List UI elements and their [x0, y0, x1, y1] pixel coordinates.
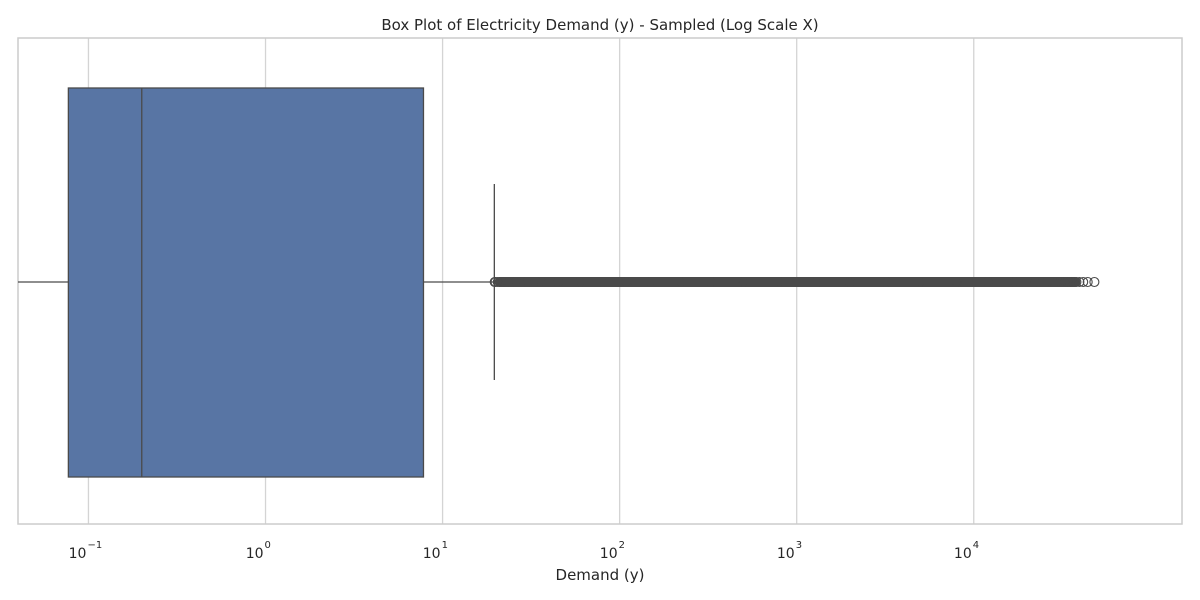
- x-tick-3: 102: [600, 540, 625, 562]
- outlier-point-10: [597, 276, 608, 288]
- outlier-point-20: [915, 276, 926, 288]
- x-tick-base-3: 10: [600, 546, 618, 562]
- x-tick-0: 10−1: [69, 540, 103, 562]
- x-tick-exp-0: −1: [87, 540, 102, 551]
- outlier-point-28: [1060, 276, 1071, 288]
- outlier-point-35: [1089, 276, 1100, 288]
- outlier-point-25: [1042, 276, 1053, 288]
- outlier-point-34: [1082, 276, 1093, 288]
- outlier-point-17: [811, 276, 822, 288]
- outlier-point-21: [951, 276, 962, 288]
- x-tick-4: 103: [777, 540, 802, 562]
- outlier-point-33: [1078, 276, 1089, 288]
- outlier-point-26: [1050, 276, 1061, 288]
- outlier-point-16: [774, 276, 785, 288]
- box-group: [18, 87, 495, 478]
- iqr-box: [67, 87, 425, 478]
- outliers-group: [489, 276, 1100, 288]
- outlier-point-3: [496, 276, 507, 288]
- outlier-point-18: [844, 276, 856, 288]
- outlier-point-7: [536, 276, 547, 288]
- outlier-point-9: [575, 276, 586, 288]
- x-tick-base-1: 10: [246, 546, 264, 562]
- outlier-point-19: [881, 276, 892, 288]
- x-tick-exp-5: 4: [973, 540, 979, 551]
- x-tick-exp-4: 3: [796, 540, 802, 551]
- outlier-point-15: [738, 276, 749, 288]
- x-tick-1: 100: [246, 540, 271, 562]
- outlier-point-11: [621, 276, 633, 288]
- outlier-point-12: [645, 276, 656, 288]
- x-tick-exp-1: 0: [265, 540, 271, 551]
- x-tick-2: 101: [423, 540, 448, 562]
- outlier-point-23: [1009, 276, 1020, 288]
- x-tick-5: 104: [954, 540, 979, 562]
- x-axis-label: Demand (y): [556, 566, 645, 584]
- x-tick-exp-3: 2: [619, 540, 625, 551]
- outlier-point-31: [1071, 276, 1082, 288]
- outlier-point-6: [522, 276, 533, 288]
- x-tick-base-4: 10: [777, 546, 795, 562]
- x-tick-base-0: 10: [69, 546, 87, 562]
- outlier-point-24: [1029, 276, 1040, 288]
- outlier-point-5: [511, 276, 522, 288]
- x-tick-base-5: 10: [954, 546, 972, 562]
- x-tick-base-2: 10: [423, 546, 441, 562]
- outlier-dense-band: [494, 277, 1081, 287]
- outlier-point-13: [675, 276, 686, 288]
- outlier-point-30: [1068, 276, 1079, 288]
- outlier-point-14: [706, 276, 717, 288]
- outlier-point-32: [1074, 276, 1085, 288]
- x-tick-exp-2: 1: [442, 540, 448, 551]
- outlier-point-22: [982, 276, 993, 288]
- outlier-point-8: [553, 276, 564, 288]
- plot-frame: [17, 37, 1183, 525]
- chart-title: Box Plot of Electricity Demand (y) - Sam…: [381, 16, 818, 34]
